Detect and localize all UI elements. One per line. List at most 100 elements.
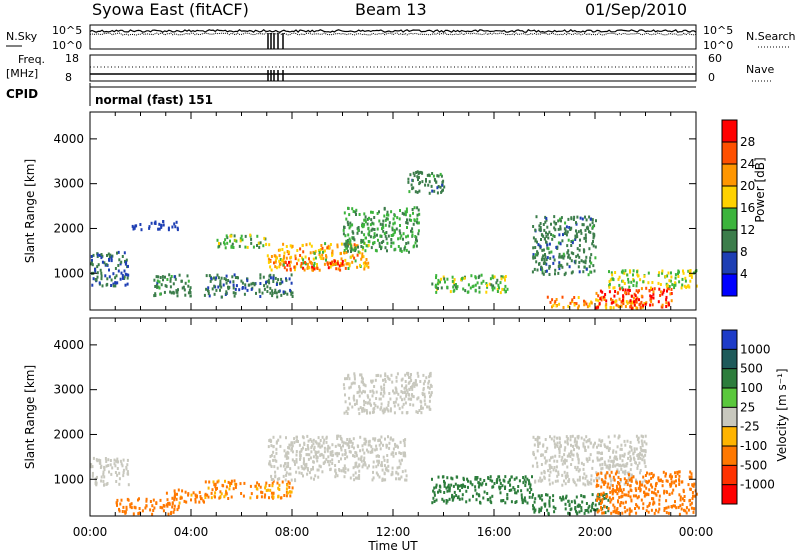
- power-cell-12-21: [670, 288, 673, 291]
- velocity-cell-8-275: [542, 444, 545, 448]
- power-cell-10-133: [545, 241, 548, 245]
- velocity-cell-4-34: [331, 450, 334, 454]
- power-cell-9-27: [467, 283, 470, 287]
- velocity-cell-1-39: [116, 503, 118, 507]
- station-title: Syowa East (fitACF): [92, 0, 249, 19]
- velocity-cell-5-41: [401, 384, 403, 388]
- power-cell-5-168: [305, 243, 308, 247]
- velocity-cell-4-279: [313, 477, 315, 481]
- velocity-cell-5-77: [380, 387, 383, 391]
- power-cell-3-139: [276, 295, 279, 299]
- velocity-cell-6-36: [510, 500, 513, 504]
- velocity-cell-4-27: [268, 460, 271, 464]
- power-cell-6-26: [283, 266, 286, 270]
- velocity-cell-9-124: [670, 480, 673, 484]
- power-cell-13-0: [682, 269, 684, 273]
- velocity-cell-6-39: [451, 477, 454, 481]
- velocity-cell-8-392: [548, 458, 551, 462]
- velocity-cell-0-36: [90, 463, 93, 467]
- power-cell-12-53: [644, 302, 647, 306]
- power-cell-2-26: [163, 290, 166, 294]
- power-cell-5-28: [294, 254, 297, 258]
- velocity-cell-9-201: [603, 505, 606, 509]
- velocity-cell-9-103: [646, 481, 649, 485]
- velocity-cell-4-294: [375, 454, 378, 458]
- power-cell-11-35: [586, 305, 589, 309]
- velocity-cell-5-53: [397, 403, 400, 407]
- velocity-cell-5-135: [409, 386, 412, 389]
- power-cell-10-248: [537, 243, 540, 247]
- velocity-cell-8-49: [558, 451, 561, 455]
- velocity-cell-0-20: [92, 456, 95, 460]
- velocity-cell-8-262: [623, 452, 626, 456]
- velocity-cell-5-233: [381, 409, 384, 413]
- velocity-cell-5-249: [416, 371, 419, 375]
- velocity-cell-0-54: [102, 479, 105, 483]
- velocity-cell-4-161: [384, 437, 386, 441]
- power-cell-5-143: [358, 251, 361, 255]
- velocity-cell-3-9: [211, 488, 214, 492]
- velocity-cell-3-103: [289, 494, 292, 498]
- velocity-cell-6-151: [526, 501, 529, 505]
- velocity-cell-1-57: [137, 512, 140, 516]
- velocity-cell-4-31: [334, 475, 337, 479]
- power-cell-10-100: [594, 256, 597, 260]
- power-cell-5-60: [296, 249, 299, 252]
- velocity-cell-8-161: [621, 454, 624, 458]
- power-cell-7-55: [381, 227, 383, 231]
- velocity-cell-0-68: [109, 463, 112, 467]
- velocity-cell-7-91: [548, 496, 551, 500]
- velocity-cell-8-39: [636, 464, 639, 468]
- velocity-cell-6-116: [509, 483, 511, 487]
- velocity-cell-6-185: [439, 490, 442, 494]
- velocity-cell-3-110: [255, 487, 258, 491]
- power-cell-10-55: [557, 227, 560, 231]
- power-cell-10-57: [585, 218, 588, 222]
- power-cell-7-215: [405, 242, 408, 245]
- velocity-cell-6-164: [510, 475, 513, 479]
- velocity-cell-6-2: [433, 493, 436, 497]
- velocity-cell-8-218: [616, 463, 619, 467]
- velocity-cell-8-245: [574, 465, 577, 469]
- power-cell-10-49: [543, 258, 546, 261]
- power-cell-13-10: [695, 284, 698, 288]
- velocity-cell-2-6: [190, 493, 193, 497]
- velocity-cell-6-119: [507, 480, 510, 484]
- velocity-cell-4-299: [278, 477, 281, 481]
- velocity-cell-3-93: [291, 486, 294, 490]
- power-cell-4-24: [262, 244, 265, 248]
- velocity-cell-4-266: [372, 476, 375, 480]
- power-cell-2-3: [166, 278, 169, 281]
- velocity-cell-4-385: [337, 460, 340, 463]
- power-cell-5-102: [302, 250, 305, 254]
- velocity-cell-4-78: [290, 478, 293, 482]
- velocity-cell-8-372: [590, 478, 593, 482]
- velocity-cell-6-97: [458, 484, 461, 488]
- power-cell-10-59: [545, 258, 548, 262]
- velocity-cell-9-63: [611, 484, 614, 488]
- power-cell-10-58: [563, 254, 566, 258]
- velocity-cell-5-80: [428, 399, 431, 403]
- velocity-cell-0-19: [119, 459, 122, 463]
- power-cell-10-110: [569, 256, 572, 260]
- power-cell-10-212: [581, 217, 584, 221]
- velocity-cell-8-136: [543, 476, 546, 480]
- power-cell-12-61: [635, 297, 638, 301]
- power-cell-7-189: [411, 234, 414, 237]
- power-cell-0-6: [127, 273, 130, 277]
- velocity-cell-6-143: [489, 496, 492, 500]
- velocity-cell-9-172: [661, 479, 664, 483]
- velocity-cell-8-168: [645, 442, 648, 446]
- velocity-cell-9-288: [597, 472, 600, 476]
- velocity-cell-5-114: [364, 390, 366, 394]
- power-cell-10-60: [544, 270, 547, 273]
- power-cell-5-106: [282, 261, 285, 265]
- power-cell-0-62: [106, 277, 109, 281]
- velocity-cell-8-271: [561, 462, 564, 466]
- power-cell-9-39: [476, 281, 479, 285]
- velocity-cell-9-150: [637, 486, 640, 490]
- power-cell-5-32: [320, 257, 323, 260]
- power-cell-3-126: [237, 276, 239, 280]
- power-cell-0-2: [97, 263, 100, 267]
- power-cell-5-26: [359, 263, 361, 267]
